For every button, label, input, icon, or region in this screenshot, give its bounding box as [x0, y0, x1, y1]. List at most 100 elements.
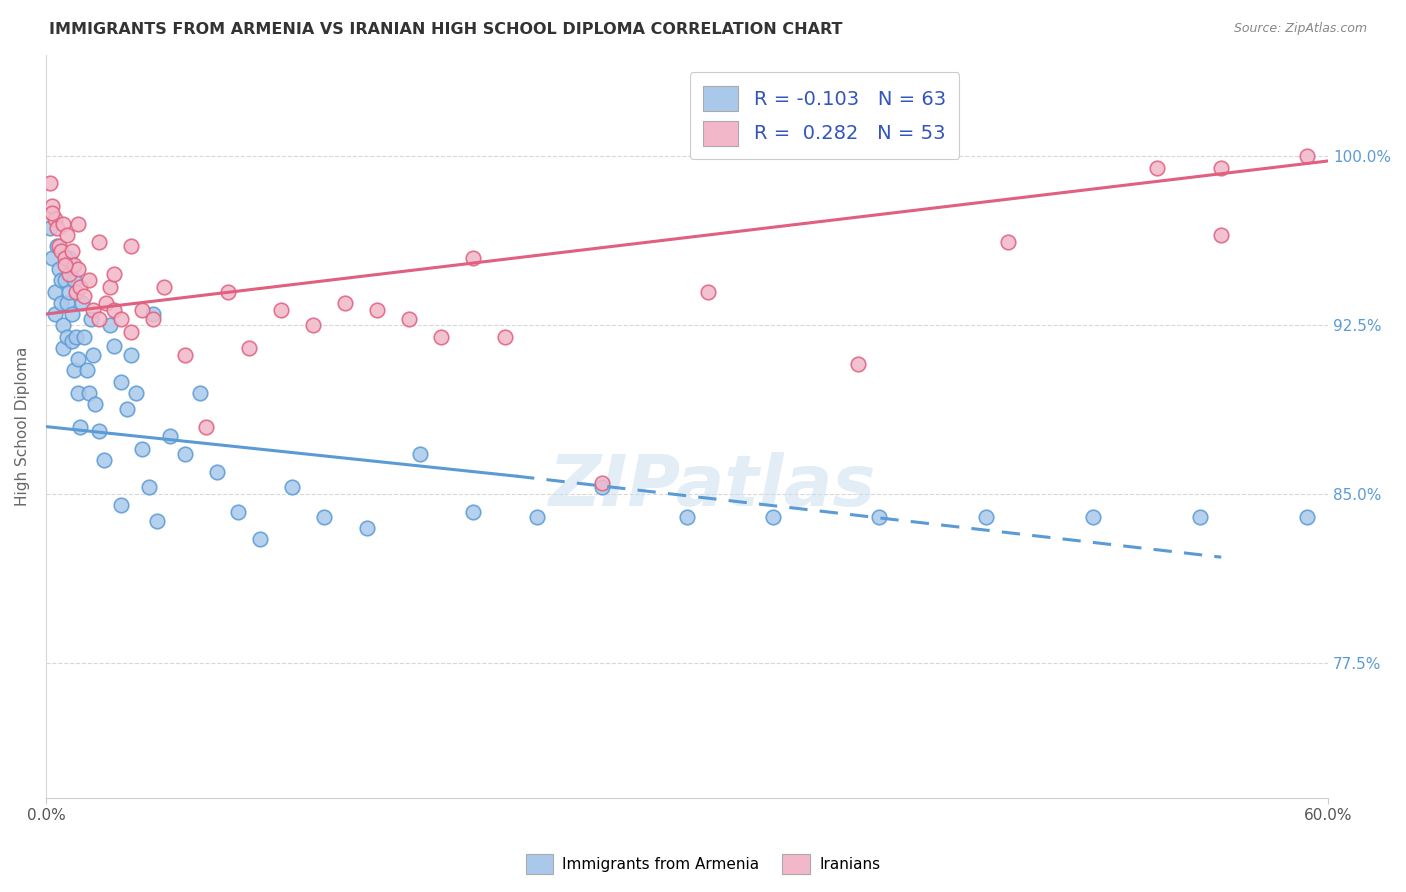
Point: [82, 347, 104, 361]
Point: [120, 347, 142, 361]
Point: [398, 311, 420, 326]
Point: [65, 329, 87, 343]
Point: [173, 347, 195, 361]
Point: [60, 334, 83, 348]
Point: [697, 285, 720, 299]
Point: [138, 480, 160, 494]
Point: [591, 480, 613, 494]
Point: [333, 295, 356, 310]
Point: [110, 375, 132, 389]
Point: [39, 221, 62, 235]
Point: [69, 280, 91, 294]
Point: [62, 258, 84, 272]
Point: [41, 199, 63, 213]
Point: [103, 338, 125, 352]
Point: [52, 341, 75, 355]
Point: [66, 217, 89, 231]
Point: [120, 325, 142, 339]
Point: [94, 295, 117, 310]
Point: [49, 244, 72, 258]
Point: [66, 352, 89, 367]
Point: [494, 329, 516, 343]
Point: [974, 509, 997, 524]
Point: [52, 318, 75, 333]
Point: [58, 285, 80, 299]
Point: [49, 273, 72, 287]
Point: [152, 280, 174, 294]
Point: [62, 363, 84, 377]
Point: [110, 311, 132, 326]
Point: [159, 428, 181, 442]
Point: [676, 509, 699, 524]
Point: [997, 235, 1019, 249]
Point: [98, 280, 121, 294]
Point: [226, 505, 249, 519]
Point: [66, 262, 89, 277]
Point: [430, 329, 453, 343]
Point: [217, 285, 239, 299]
Point: [280, 480, 302, 494]
Point: [77, 273, 100, 287]
Point: [131, 442, 153, 456]
Point: [80, 311, 103, 326]
Point: [72, 295, 94, 310]
Point: [52, 217, 75, 231]
Point: [120, 239, 142, 253]
Point: [409, 447, 432, 461]
Point: [89, 235, 111, 249]
Point: [73, 329, 96, 343]
Point: [58, 251, 80, 265]
Point: [48, 262, 70, 277]
Point: [463, 251, 485, 265]
Point: [65, 285, 87, 299]
Point: [1295, 149, 1317, 163]
Point: [89, 311, 111, 326]
Point: [41, 251, 63, 265]
Point: [84, 397, 107, 411]
Point: [1188, 509, 1211, 524]
Point: [60, 307, 83, 321]
Point: [868, 509, 890, 524]
Point: [103, 302, 125, 317]
Text: IMMIGRANTS FROM ARMENIA VS IRANIAN HIGH SCHOOL DIPLOMA CORRELATION CHART: IMMIGRANTS FROM ARMENIA VS IRANIAN HIGH …: [49, 22, 842, 37]
Point: [56, 295, 79, 310]
Point: [142, 307, 165, 321]
Text: ZIPatlas: ZIPatlas: [548, 451, 876, 521]
Legend: Immigrants from Armenia, Iranians: Immigrants from Armenia, Iranians: [520, 848, 886, 880]
Point: [73, 289, 96, 303]
Legend: R = -0.103   N = 63, R =  0.282   N = 53: R = -0.103 N = 63, R = 0.282 N = 53: [689, 72, 959, 159]
Point: [110, 499, 132, 513]
Point: [53, 258, 76, 272]
Point: [60, 244, 83, 258]
Point: [146, 514, 169, 528]
Point: [49, 295, 72, 310]
Point: [56, 228, 79, 243]
Point: [238, 341, 260, 355]
Point: [761, 509, 783, 524]
Point: [591, 475, 613, 490]
Point: [195, 419, 218, 434]
Point: [44, 285, 66, 299]
Text: Source: ZipAtlas.com: Source: ZipAtlas.com: [1233, 22, 1367, 36]
Point: [89, 424, 111, 438]
Point: [98, 318, 121, 333]
Point: [366, 302, 388, 317]
Point: [44, 307, 66, 321]
Point: [41, 205, 63, 219]
Point: [1146, 161, 1168, 175]
Point: [1295, 509, 1317, 524]
Point: [526, 509, 548, 524]
Point: [58, 267, 80, 281]
Point: [125, 385, 148, 400]
Point: [56, 329, 79, 343]
Point: [39, 177, 62, 191]
Point: [846, 357, 869, 371]
Point: [45, 221, 67, 235]
Point: [62, 273, 84, 287]
Point: [66, 385, 89, 400]
Point: [312, 509, 335, 524]
Point: [44, 212, 66, 227]
Point: [205, 465, 228, 479]
Point: [45, 239, 67, 253]
Point: [77, 385, 100, 400]
